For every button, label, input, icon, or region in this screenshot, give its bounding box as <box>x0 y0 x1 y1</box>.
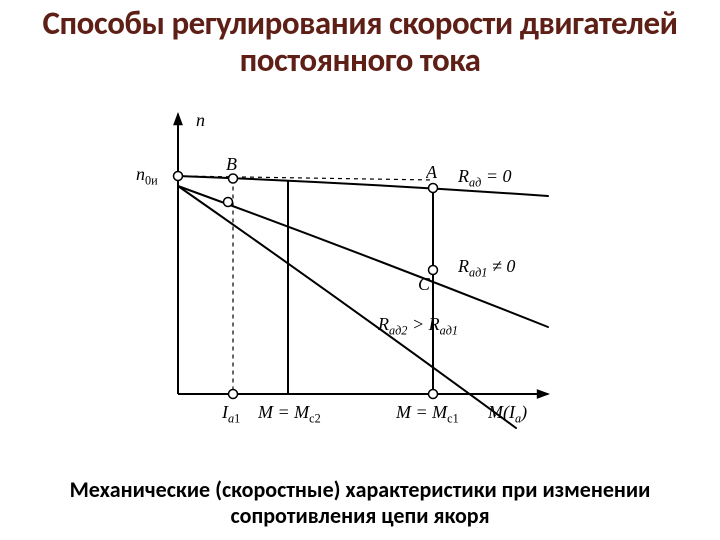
point-Ia1-axis <box>229 390 238 399</box>
axislabel-n: n <box>196 110 376 140</box>
axislabel-C: C <box>418 274 588 304</box>
label-R2: Raд2 > Raд1 <box>378 314 558 344</box>
point-Mc1-axis <box>429 390 438 399</box>
slide-caption: Механические (скоростные) характеристики… <box>0 477 720 530</box>
axislabel-A: A <box>426 162 588 192</box>
axislabel-MIa: M(Ia) <box>488 402 588 432</box>
chart-svg: Raд = 0Raд1 ≠ 0Raд2 > Raд1nn0иBACIa1M = … <box>118 104 588 464</box>
axislabel-B: B <box>226 154 406 184</box>
point-B2 <box>224 198 233 207</box>
slide-title: Способы регулирования скорости двигателе… <box>0 5 720 79</box>
chart-container: Raд = 0Raд1 ≠ 0Raд2 > Raд1nn0иBACIa1M = … <box>118 104 588 464</box>
